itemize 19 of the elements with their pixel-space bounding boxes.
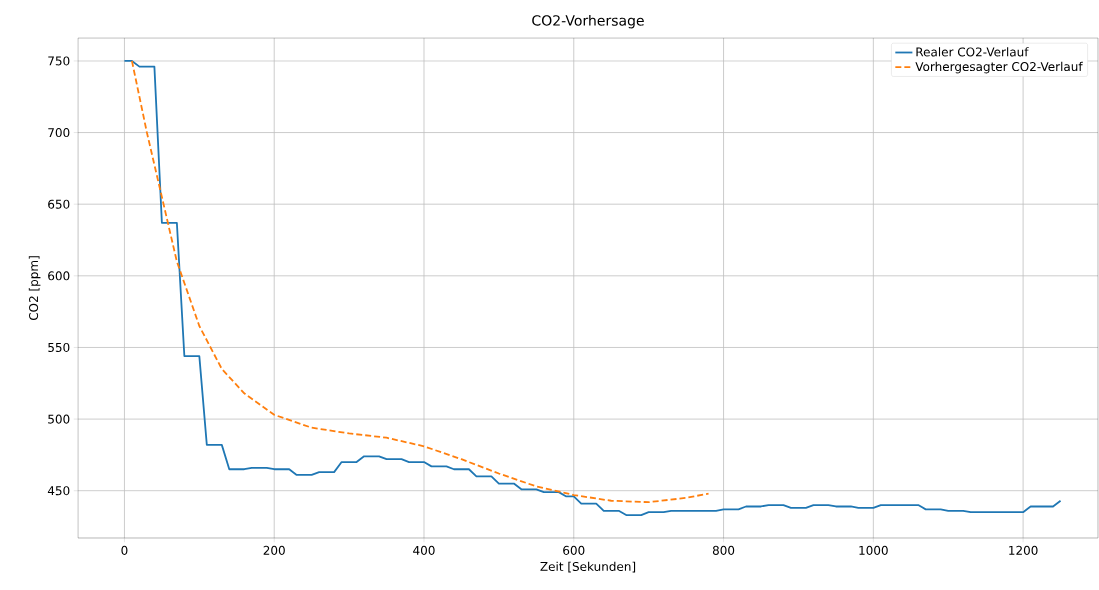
x-tick-label: 1000 — [859, 545, 888, 555]
y-tick-label: 750 — [48, 56, 70, 66]
y-tick-label: 500 — [48, 414, 70, 424]
x-tick-label: 1200 — [1009, 545, 1038, 555]
y-tick-label: 450 — [47, 486, 70, 496]
legend-label: Vorhergesagter CO2-Verlauf — [915, 61, 1083, 74]
x-axis-title: Zeit [Sekunden] — [540, 561, 636, 573]
legend-label: Realer CO2-Verlauf — [916, 47, 1029, 57]
x-tick-label: 0 — [121, 545, 128, 555]
y-tick-label: 700 — [48, 128, 70, 138]
x-tick-label: 400 — [413, 545, 435, 555]
x-tick-label: 600 — [563, 545, 585, 555]
y-tick-label: 550 — [48, 342, 70, 352]
y-axis-title: CO2 [ppm] — [28, 256, 41, 321]
x-tick-label: 800 — [712, 545, 735, 555]
y-tick-label: 650 — [48, 199, 70, 209]
x-tick-label: 200 — [263, 545, 285, 555]
y-tick-label: 600 — [48, 271, 70, 281]
chart-title: CO2-Vorhersage — [532, 14, 644, 29]
